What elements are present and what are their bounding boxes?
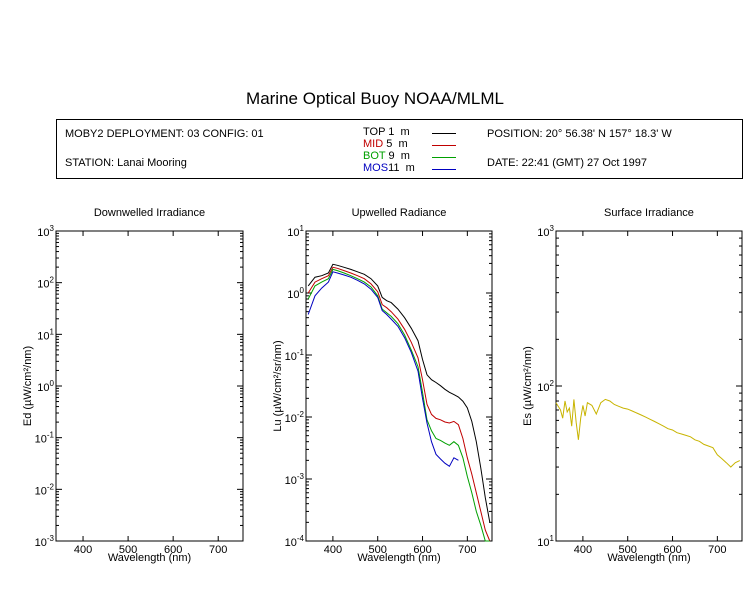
plot-frame (305, 230, 493, 542)
y-tick-label: 10-4 (285, 534, 305, 549)
legend-depth: 11 m (388, 162, 415, 174)
station-info: STATION: Lanai Mooring (65, 157, 187, 169)
x-tick-label: 500 (369, 544, 387, 556)
y-axis-label: Es (µW/cm²/nm) (522, 346, 534, 426)
legend-depth: 5 m (383, 138, 408, 150)
y-axis-label: Ed (µW/cm²/nm) (22, 346, 34, 426)
x-axis-label: Wavelength (nm) (357, 552, 440, 564)
y-tick-label: 10-2 (35, 482, 55, 497)
y-tick-label: 101 (287, 224, 304, 239)
y-tick-label: 102 (537, 379, 554, 394)
date-info: DATE: 22:41 (GMT) 27 Oct 1997 (487, 157, 647, 169)
x-axis-label: Wavelength (nm) (607, 552, 690, 564)
x-axis-label: Wavelength (nm) (108, 552, 191, 564)
legend-swatch-mos (432, 169, 456, 170)
y-tick-label: 100 (287, 286, 304, 301)
x-tick-label: 400 (574, 544, 592, 556)
x-tick-label: 600 (413, 544, 431, 556)
x-tick-label: 500 (619, 544, 637, 556)
x-tick-label: 400 (324, 544, 342, 556)
panel-title: Downwelled Irradiance (94, 207, 205, 219)
y-tick-label: 10-3 (35, 534, 55, 549)
x-tick-label: 700 (708, 544, 726, 556)
x-tick-label: 700 (458, 544, 476, 556)
series-line-bot (307, 268, 490, 542)
x-tick-label: 400 (74, 544, 92, 556)
plot-frame (555, 230, 743, 542)
legend-label: BOT (363, 150, 386, 162)
legend-swatch-top (432, 133, 456, 134)
x-tick-label: 700 (209, 544, 227, 556)
legend-entry-mid: MID 5 m (363, 139, 408, 150)
y-tick-label: 100 (37, 379, 54, 394)
info-box: MOBY2 DEPLOYMENT: 03 CONFIG: 01 STATION:… (56, 119, 743, 179)
series-line-es (555, 398, 741, 468)
y-tick-label: 103 (537, 224, 554, 239)
position-info: POSITION: 20° 56.38' N 157° 18.3' W (487, 128, 672, 140)
y-tick-label: 10-1 (285, 348, 305, 363)
legend-label: MID (363, 138, 384, 150)
x-tick-label: 500 (119, 544, 137, 556)
deployment-info: MOBY2 DEPLOYMENT: 03 CONFIG: 01 (65, 128, 264, 140)
legend-depth: 9 m (385, 150, 410, 162)
series-line-mid (307, 266, 491, 542)
series-line-top (307, 263, 491, 523)
y-tick-label: 102 (37, 276, 54, 291)
legend-label: MOS (363, 162, 389, 174)
plot-frame (55, 230, 244, 542)
y-tick-label: 10-3 (285, 472, 305, 487)
legend-swatch-bot (432, 157, 456, 158)
y-tick-label: 103 (37, 224, 54, 239)
y-tick-label: 10-1 (35, 431, 55, 446)
y-tick-label: 10-2 (285, 410, 305, 425)
y-tick-label: 101 (537, 534, 554, 549)
legend-label: TOP (363, 126, 386, 138)
x-tick-label: 600 (663, 544, 681, 556)
legend-entry-top: TOP 1 m (363, 127, 410, 138)
panel-title: Upwelled Radiance (352, 207, 447, 219)
y-tick-label: 101 (37, 327, 54, 342)
legend-swatch-mid (432, 145, 456, 146)
series-line-mos (307, 271, 459, 468)
x-tick-label: 600 (164, 544, 182, 556)
legend-depth: 1 m (385, 126, 410, 138)
legend-entry-bot: BOT 9 m (363, 151, 410, 162)
y-axis-label: Lu (µW/cm²/sr/nm) (272, 340, 284, 431)
legend-entry-mos: MOS11 m (363, 163, 415, 174)
chart-main-title: Marine Optical Buoy NOAA/MLML (246, 89, 504, 108)
panel-title: Surface Irradiance (604, 207, 694, 219)
